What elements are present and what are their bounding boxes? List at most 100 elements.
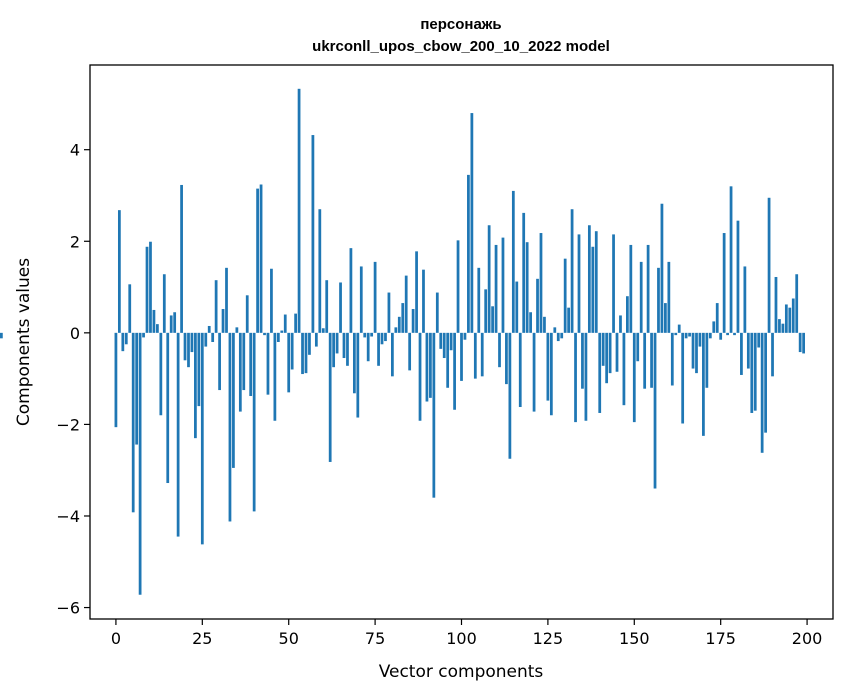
- y-tick-label: −6: [56, 599, 80, 618]
- bar: [411, 309, 415, 333]
- plot-frame: [89, 64, 834, 620]
- bar: [283, 314, 287, 333]
- bar: [740, 332, 743, 375]
- bar: [422, 269, 425, 333]
- bar: [470, 113, 474, 333]
- bar: [207, 325, 211, 333]
- bar: [124, 332, 128, 345]
- x-tick-label: 175: [705, 629, 736, 648]
- bar: [532, 332, 536, 412]
- bar-series: [0, 88, 805, 595]
- bar: [577, 234, 581, 333]
- bar: [525, 242, 529, 333]
- bar: [764, 332, 767, 433]
- bar: [197, 332, 201, 407]
- bar: [619, 315, 622, 333]
- bar: [581, 332, 584, 389]
- x-tick-label: 150: [619, 629, 650, 648]
- bar: [225, 267, 228, 333]
- bar: [173, 312, 177, 333]
- bar: [501, 237, 505, 333]
- bar: [598, 332, 602, 413]
- bar: [387, 292, 391, 333]
- y-axis-ticks: −6 −4 −2 0 2 4: [56, 141, 90, 618]
- bar: [228, 332, 232, 522]
- bar: [180, 184, 183, 333]
- bar: [449, 332, 453, 351]
- chart-title: персонажь: [420, 16, 501, 33]
- bar: [190, 332, 194, 353]
- bar: [684, 332, 688, 339]
- bar: [643, 332, 647, 389]
- bar: [128, 284, 132, 333]
- bar: [242, 332, 246, 391]
- bar: [235, 327, 239, 333]
- bar: [142, 332, 145, 338]
- bar: [778, 319, 781, 333]
- bar: [605, 332, 609, 384]
- x-tick-label: 75: [365, 629, 385, 648]
- bar: [715, 303, 719, 333]
- bar: [297, 88, 301, 333]
- bar: [560, 332, 564, 339]
- x-tick-label: 50: [279, 629, 299, 648]
- bar: [529, 312, 532, 333]
- x-tick-label: 100: [446, 629, 477, 648]
- bar: [563, 258, 567, 333]
- bar: [114, 332, 118, 428]
- y-axis-label: Components values: [14, 258, 34, 426]
- bar: [667, 261, 671, 333]
- bar: [221, 309, 225, 333]
- bar: [145, 246, 149, 333]
- y-tick-label: 0: [70, 324, 80, 343]
- bar: [664, 303, 667, 333]
- bar: [646, 244, 650, 333]
- x-axis-label: Vector components: [379, 662, 544, 682]
- bar: [511, 190, 515, 333]
- bar: [373, 261, 377, 333]
- bar: [391, 332, 394, 377]
- bar: [639, 261, 643, 333]
- bar: [518, 332, 522, 408]
- bar: [339, 282, 342, 333]
- bar: [522, 212, 526, 333]
- bar: [632, 332, 636, 423]
- bar: [162, 274, 166, 333]
- bar: [536, 278, 539, 333]
- bar: [415, 251, 418, 333]
- bar: [726, 332, 729, 336]
- bar: [636, 332, 640, 362]
- bar: [263, 332, 266, 336]
- bar: [401, 303, 405, 333]
- bar: [549, 332, 553, 416]
- bar: [487, 225, 491, 333]
- bar: [584, 332, 588, 421]
- bar: [294, 313, 297, 333]
- bar: [135, 332, 139, 445]
- bar: [708, 332, 712, 339]
- bar: [311, 135, 315, 333]
- bar: [608, 332, 612, 374]
- bar: [152, 309, 156, 333]
- bar: [688, 332, 691, 337]
- bar: [138, 332, 142, 595]
- bar: [750, 332, 754, 413]
- bar: [705, 332, 709, 388]
- bar: [467, 174, 470, 333]
- bar: [366, 332, 370, 362]
- x-tick-label: 25: [192, 629, 212, 648]
- bar: [791, 298, 795, 333]
- bar: [349, 248, 353, 333]
- bar: [117, 210, 121, 333]
- bar: [622, 332, 626, 406]
- bar: [356, 332, 360, 418]
- bar: [418, 332, 422, 421]
- bar: [719, 332, 723, 340]
- bar: [508, 332, 512, 459]
- y-tick-label: 4: [70, 141, 80, 160]
- bar: [377, 332, 380, 366]
- bar: [746, 332, 750, 369]
- bar: [121, 332, 125, 352]
- bar: [615, 332, 619, 372]
